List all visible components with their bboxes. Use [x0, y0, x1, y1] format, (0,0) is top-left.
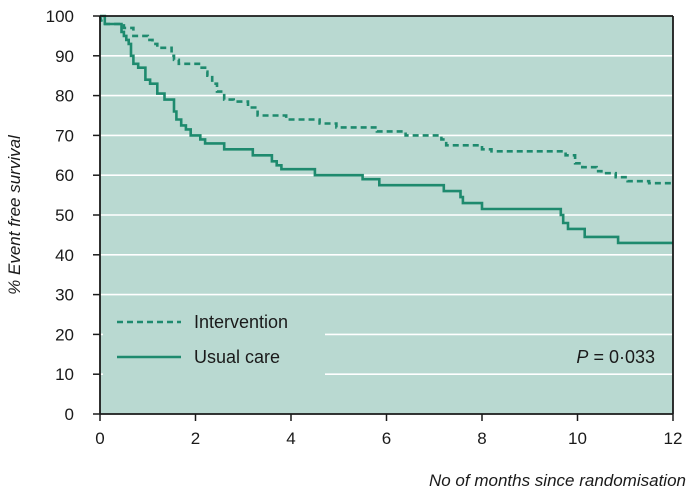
y-tick-label-40: 40	[55, 246, 74, 265]
y-tick-label-50: 50	[55, 206, 74, 225]
p-value-text: = 0·033	[588, 347, 655, 367]
y-tick-label-100: 100	[46, 7, 74, 26]
p-value-annotation: P = 0·033	[576, 347, 655, 367]
series-line-usual-care	[100, 14, 673, 245]
p-value-symbol: P	[576, 347, 588, 367]
x-tick-label-0: 0	[95, 429, 104, 448]
x-tick-label-2: 2	[191, 429, 200, 448]
x-tick-label-6: 6	[382, 429, 391, 448]
y-tick-label-90: 90	[55, 47, 74, 66]
legend-label-intervention: Intervention	[194, 312, 288, 332]
y-axis-title: % Event free survival	[5, 134, 24, 295]
x-tick-label-4: 4	[286, 429, 295, 448]
y-tick-label-30: 30	[55, 286, 74, 305]
y-tick-label-70: 70	[55, 126, 74, 145]
legend: Intervention Usual care	[103, 300, 325, 378]
x-tick-label-10: 10	[568, 429, 587, 448]
x-tick-label-12: 12	[664, 429, 683, 448]
y-tick-label-80: 80	[55, 87, 74, 106]
axes: 0 10 20 30 40 50 60 70 80 90 100 0 2 4 6 8 10 12	[46, 7, 683, 448]
legend-box	[103, 300, 325, 378]
y-tick-label-60: 60	[55, 166, 74, 185]
series-lines	[98, 14, 673, 245]
y-tick-label-20: 20	[55, 325, 74, 344]
x-axis-title: No of months since randomisation	[429, 471, 686, 490]
series-line-intervention	[98, 15, 673, 185]
legend-label-usual-care: Usual care	[194, 347, 280, 367]
x-tick-label-8: 8	[477, 429, 486, 448]
y-tick-label-10: 10	[55, 365, 74, 384]
y-tick-label-0: 0	[65, 405, 74, 424]
